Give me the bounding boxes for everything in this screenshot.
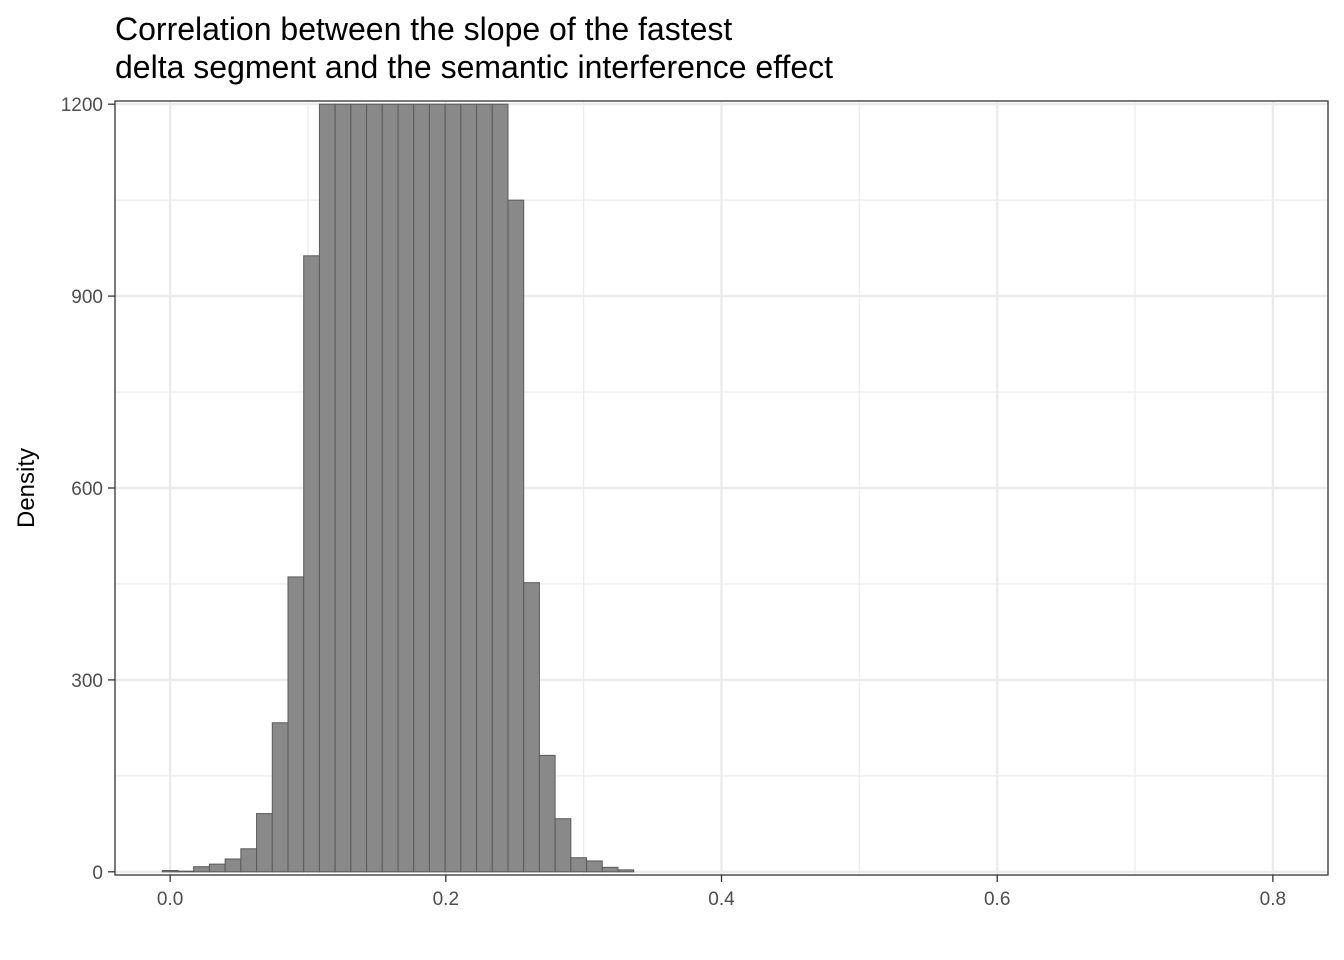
chart-title-line-1: Correlation between the slope of the fas…: [115, 11, 733, 47]
histogram-bar: [161, 870, 179, 873]
histogram-bar: [523, 582, 540, 873]
histogram-bar: [287, 576, 305, 873]
x-tick-label: 0.8: [1260, 889, 1286, 910]
histogram-bars: [161, 103, 635, 873]
y-tick-label: 1200: [61, 95, 103, 116]
histogram-bar: [303, 255, 320, 873]
x-tick-label: 0.6: [984, 889, 1010, 910]
chart-title: Correlation between the slope of the fas…: [115, 10, 833, 86]
histogram-bar: [476, 103, 493, 873]
histogram-bar: [350, 103, 368, 873]
histogram-bar: [224, 858, 242, 873]
histogram-bar: [507, 199, 525, 873]
histogram-bar: [586, 860, 603, 873]
histogram-bar: [538, 754, 556, 873]
histogram-bar: [240, 848, 258, 873]
histogram-bar: [570, 857, 588, 873]
histogram-bar: [366, 103, 383, 873]
histogram-bar: [460, 103, 478, 873]
y-tick-label: 900: [71, 287, 103, 308]
x-tick-label: 0.4: [708, 889, 735, 910]
histogram-bar: [601, 866, 619, 873]
histogram-bar: [193, 866, 210, 873]
histogram-bar: [413, 103, 430, 873]
y-tick-label: 300: [71, 671, 103, 692]
histogram-bar: [397, 103, 415, 873]
histogram-bar: [617, 869, 635, 873]
histogram-bar: [318, 103, 336, 873]
y-tick-label: 0: [92, 863, 103, 884]
histogram-bar: [381, 103, 399, 873]
chart-title-line-2: delta segment and the semantic interfere…: [115, 49, 834, 85]
y-tick-label: 600: [71, 479, 103, 500]
histogram-bar: [491, 103, 509, 873]
histogram-bar: [271, 722, 289, 873]
histogram-bar: [444, 103, 462, 873]
histogram-bar: [554, 818, 572, 873]
histogram-bar: [428, 103, 446, 873]
histogram-bar: [334, 103, 352, 873]
x-tick-label: 0.0: [157, 889, 183, 910]
histogram-bar: [256, 813, 273, 873]
histogram-bar: [208, 863, 226, 873]
y-axis-ticks: 0 300 600 900 1200: [61, 95, 115, 884]
x-tick-label: 0.2: [433, 889, 459, 910]
histogram-bar: [177, 870, 195, 873]
x-axis-ticks: 0.0 0.2 0.4 0.6 0.8: [157, 875, 1286, 910]
y-axis-title: Density: [13, 448, 40, 528]
